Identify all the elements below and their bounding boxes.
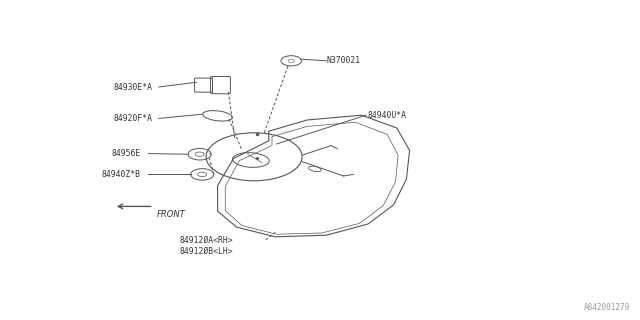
Text: 84956E: 84956E	[111, 149, 141, 158]
Text: FRONT: FRONT	[157, 210, 186, 219]
Text: N370021: N370021	[326, 56, 360, 65]
Text: A842001279: A842001279	[584, 303, 630, 312]
Text: 84920F*A: 84920F*A	[113, 114, 152, 123]
Text: 84940Z*B: 84940Z*B	[102, 170, 141, 179]
Text: 84912ØA<RH>: 84912ØA<RH>	[180, 236, 234, 245]
Text: 84930E*A: 84930E*A	[113, 83, 152, 92]
Text: 84940U*A: 84940U*A	[368, 111, 407, 120]
Text: 84912ØB<LH>: 84912ØB<LH>	[180, 247, 234, 256]
